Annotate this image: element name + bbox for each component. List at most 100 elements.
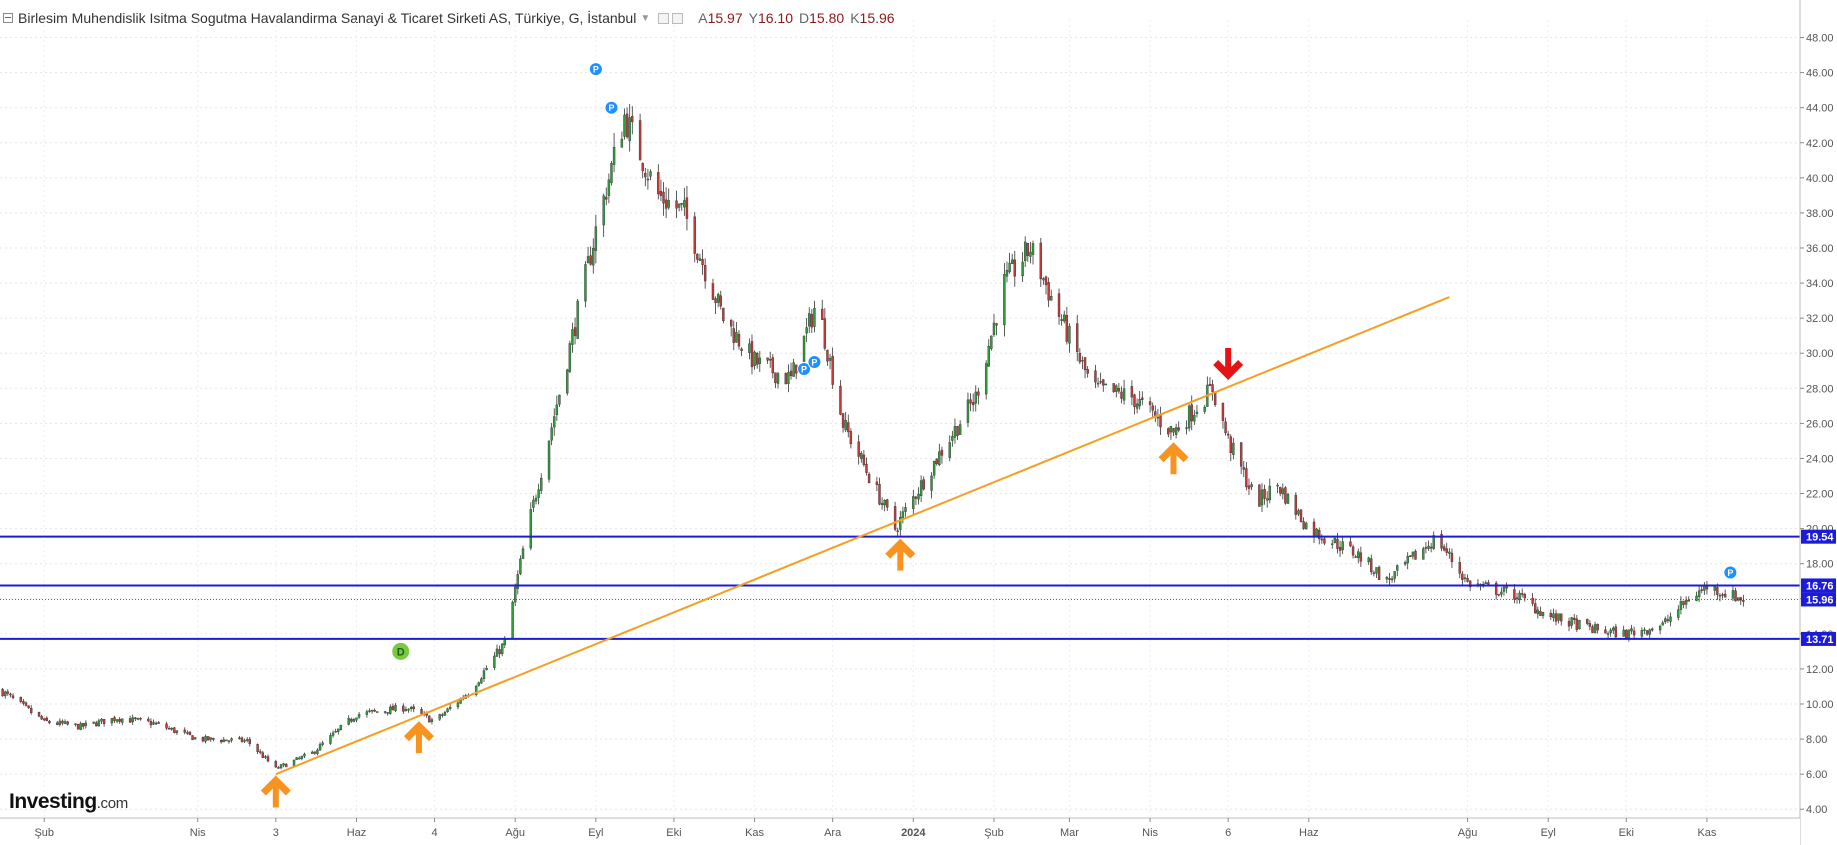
candle-body bbox=[1606, 633, 1610, 635]
candle-body bbox=[61, 720, 64, 724]
candle-body bbox=[821, 308, 824, 320]
candle-body bbox=[1630, 628, 1633, 632]
candle-body bbox=[605, 196, 608, 200]
candle-body bbox=[1065, 315, 1069, 342]
candle-body bbox=[240, 737, 244, 742]
candle-body bbox=[282, 763, 285, 766]
candle-body bbox=[1208, 383, 1212, 387]
candle-body bbox=[1349, 541, 1352, 547]
candle-body bbox=[683, 200, 686, 208]
collapse-icon[interactable] bbox=[3, 13, 13, 23]
candle-body bbox=[1299, 509, 1303, 522]
x-tick-label: Ağu bbox=[1458, 827, 1478, 839]
candle-body bbox=[1593, 624, 1597, 634]
candle-body bbox=[485, 667, 488, 671]
candle-body bbox=[948, 442, 951, 458]
candle-body bbox=[1005, 270, 1009, 277]
eye-icon[interactable] bbox=[672, 12, 684, 24]
candle-body bbox=[1468, 580, 1472, 588]
grid bbox=[0, 20, 1800, 818]
candle-body bbox=[373, 710, 376, 712]
candle-body bbox=[1177, 427, 1180, 431]
arrow-up-icon bbox=[1158, 442, 1189, 475]
candle-body bbox=[1414, 550, 1417, 560]
candle-body bbox=[1588, 623, 1592, 627]
event-badge bbox=[797, 362, 812, 377]
candle-body bbox=[1682, 600, 1685, 606]
candle-body bbox=[662, 191, 665, 204]
investing-logo: Investing.com bbox=[9, 790, 128, 813]
candle-body bbox=[620, 138, 624, 148]
candle-body bbox=[1500, 591, 1503, 595]
candle-body bbox=[165, 723, 168, 729]
y-tick-label: 24.00 bbox=[1806, 453, 1834, 465]
candle-body bbox=[977, 391, 980, 396]
candle-body bbox=[1450, 552, 1454, 563]
candle-body bbox=[1557, 613, 1560, 621]
candle-body bbox=[1148, 401, 1152, 405]
trendline-layer[interactable] bbox=[275, 296, 1450, 776]
candle-body bbox=[219, 740, 223, 743]
candle-body bbox=[1086, 369, 1089, 374]
candle-body bbox=[696, 253, 699, 260]
x-tick-label: Şub bbox=[34, 827, 54, 839]
arrow-up-shape bbox=[1158, 442, 1189, 475]
candle-body bbox=[792, 362, 795, 377]
candle-body bbox=[1141, 397, 1144, 400]
candle-body bbox=[714, 298, 717, 304]
candle-body bbox=[1591, 626, 1594, 633]
candle-body bbox=[248, 739, 251, 744]
candle-body bbox=[917, 493, 920, 500]
price-tag-label: 19.54 bbox=[1806, 532, 1834, 544]
event-badge-label: P bbox=[608, 103, 614, 113]
candle-body bbox=[1560, 613, 1563, 622]
candle-body bbox=[22, 701, 25, 704]
candle-body bbox=[1684, 600, 1688, 605]
candle-body bbox=[134, 717, 137, 720]
y-tick-label: 42.00 bbox=[1806, 138, 1834, 150]
candle-body bbox=[1117, 388, 1121, 392]
candle-body bbox=[1029, 251, 1032, 257]
candle-body bbox=[571, 329, 574, 345]
candle-body bbox=[1627, 629, 1631, 639]
horizontal-levels[interactable] bbox=[0, 535, 1800, 640]
candle-body bbox=[1515, 597, 1519, 600]
candle-body bbox=[1552, 613, 1555, 619]
candle-body bbox=[357, 714, 361, 718]
candle-body bbox=[659, 190, 663, 196]
candle-body bbox=[534, 497, 538, 502]
candle-body bbox=[847, 422, 850, 433]
candle-body bbox=[329, 735, 332, 744]
candle-body bbox=[1010, 259, 1014, 264]
candle-body bbox=[1648, 629, 1651, 635]
trendline bbox=[275, 296, 1450, 776]
candle-body bbox=[147, 718, 150, 722]
chevron-down-icon[interactable]: ▼ bbox=[640, 12, 651, 24]
candle-body bbox=[311, 751, 314, 754]
candle-body bbox=[45, 717, 49, 721]
candle-body bbox=[914, 496, 918, 499]
event-badge bbox=[604, 100, 619, 115]
candle-body bbox=[115, 719, 119, 722]
candle-body bbox=[245, 739, 249, 741]
candle-body bbox=[1, 688, 4, 697]
candle-body bbox=[209, 737, 212, 740]
candle-body bbox=[204, 736, 207, 742]
dividend-badge bbox=[391, 641, 411, 661]
candle-body bbox=[334, 731, 337, 733]
event-badge-label: D bbox=[397, 646, 405, 658]
x-tick-label: Mar bbox=[1060, 827, 1079, 839]
candle-body bbox=[1250, 484, 1253, 488]
candle-body bbox=[753, 351, 756, 367]
candle-body bbox=[420, 709, 423, 714]
candle-body bbox=[500, 643, 504, 654]
candle-body bbox=[1622, 629, 1625, 637]
candle-body bbox=[553, 416, 556, 428]
candle-body bbox=[1318, 529, 1321, 539]
candle-body bbox=[711, 283, 715, 300]
candle-body bbox=[9, 693, 12, 696]
candle-body bbox=[136, 718, 140, 720]
settings-icon[interactable] bbox=[658, 12, 670, 24]
